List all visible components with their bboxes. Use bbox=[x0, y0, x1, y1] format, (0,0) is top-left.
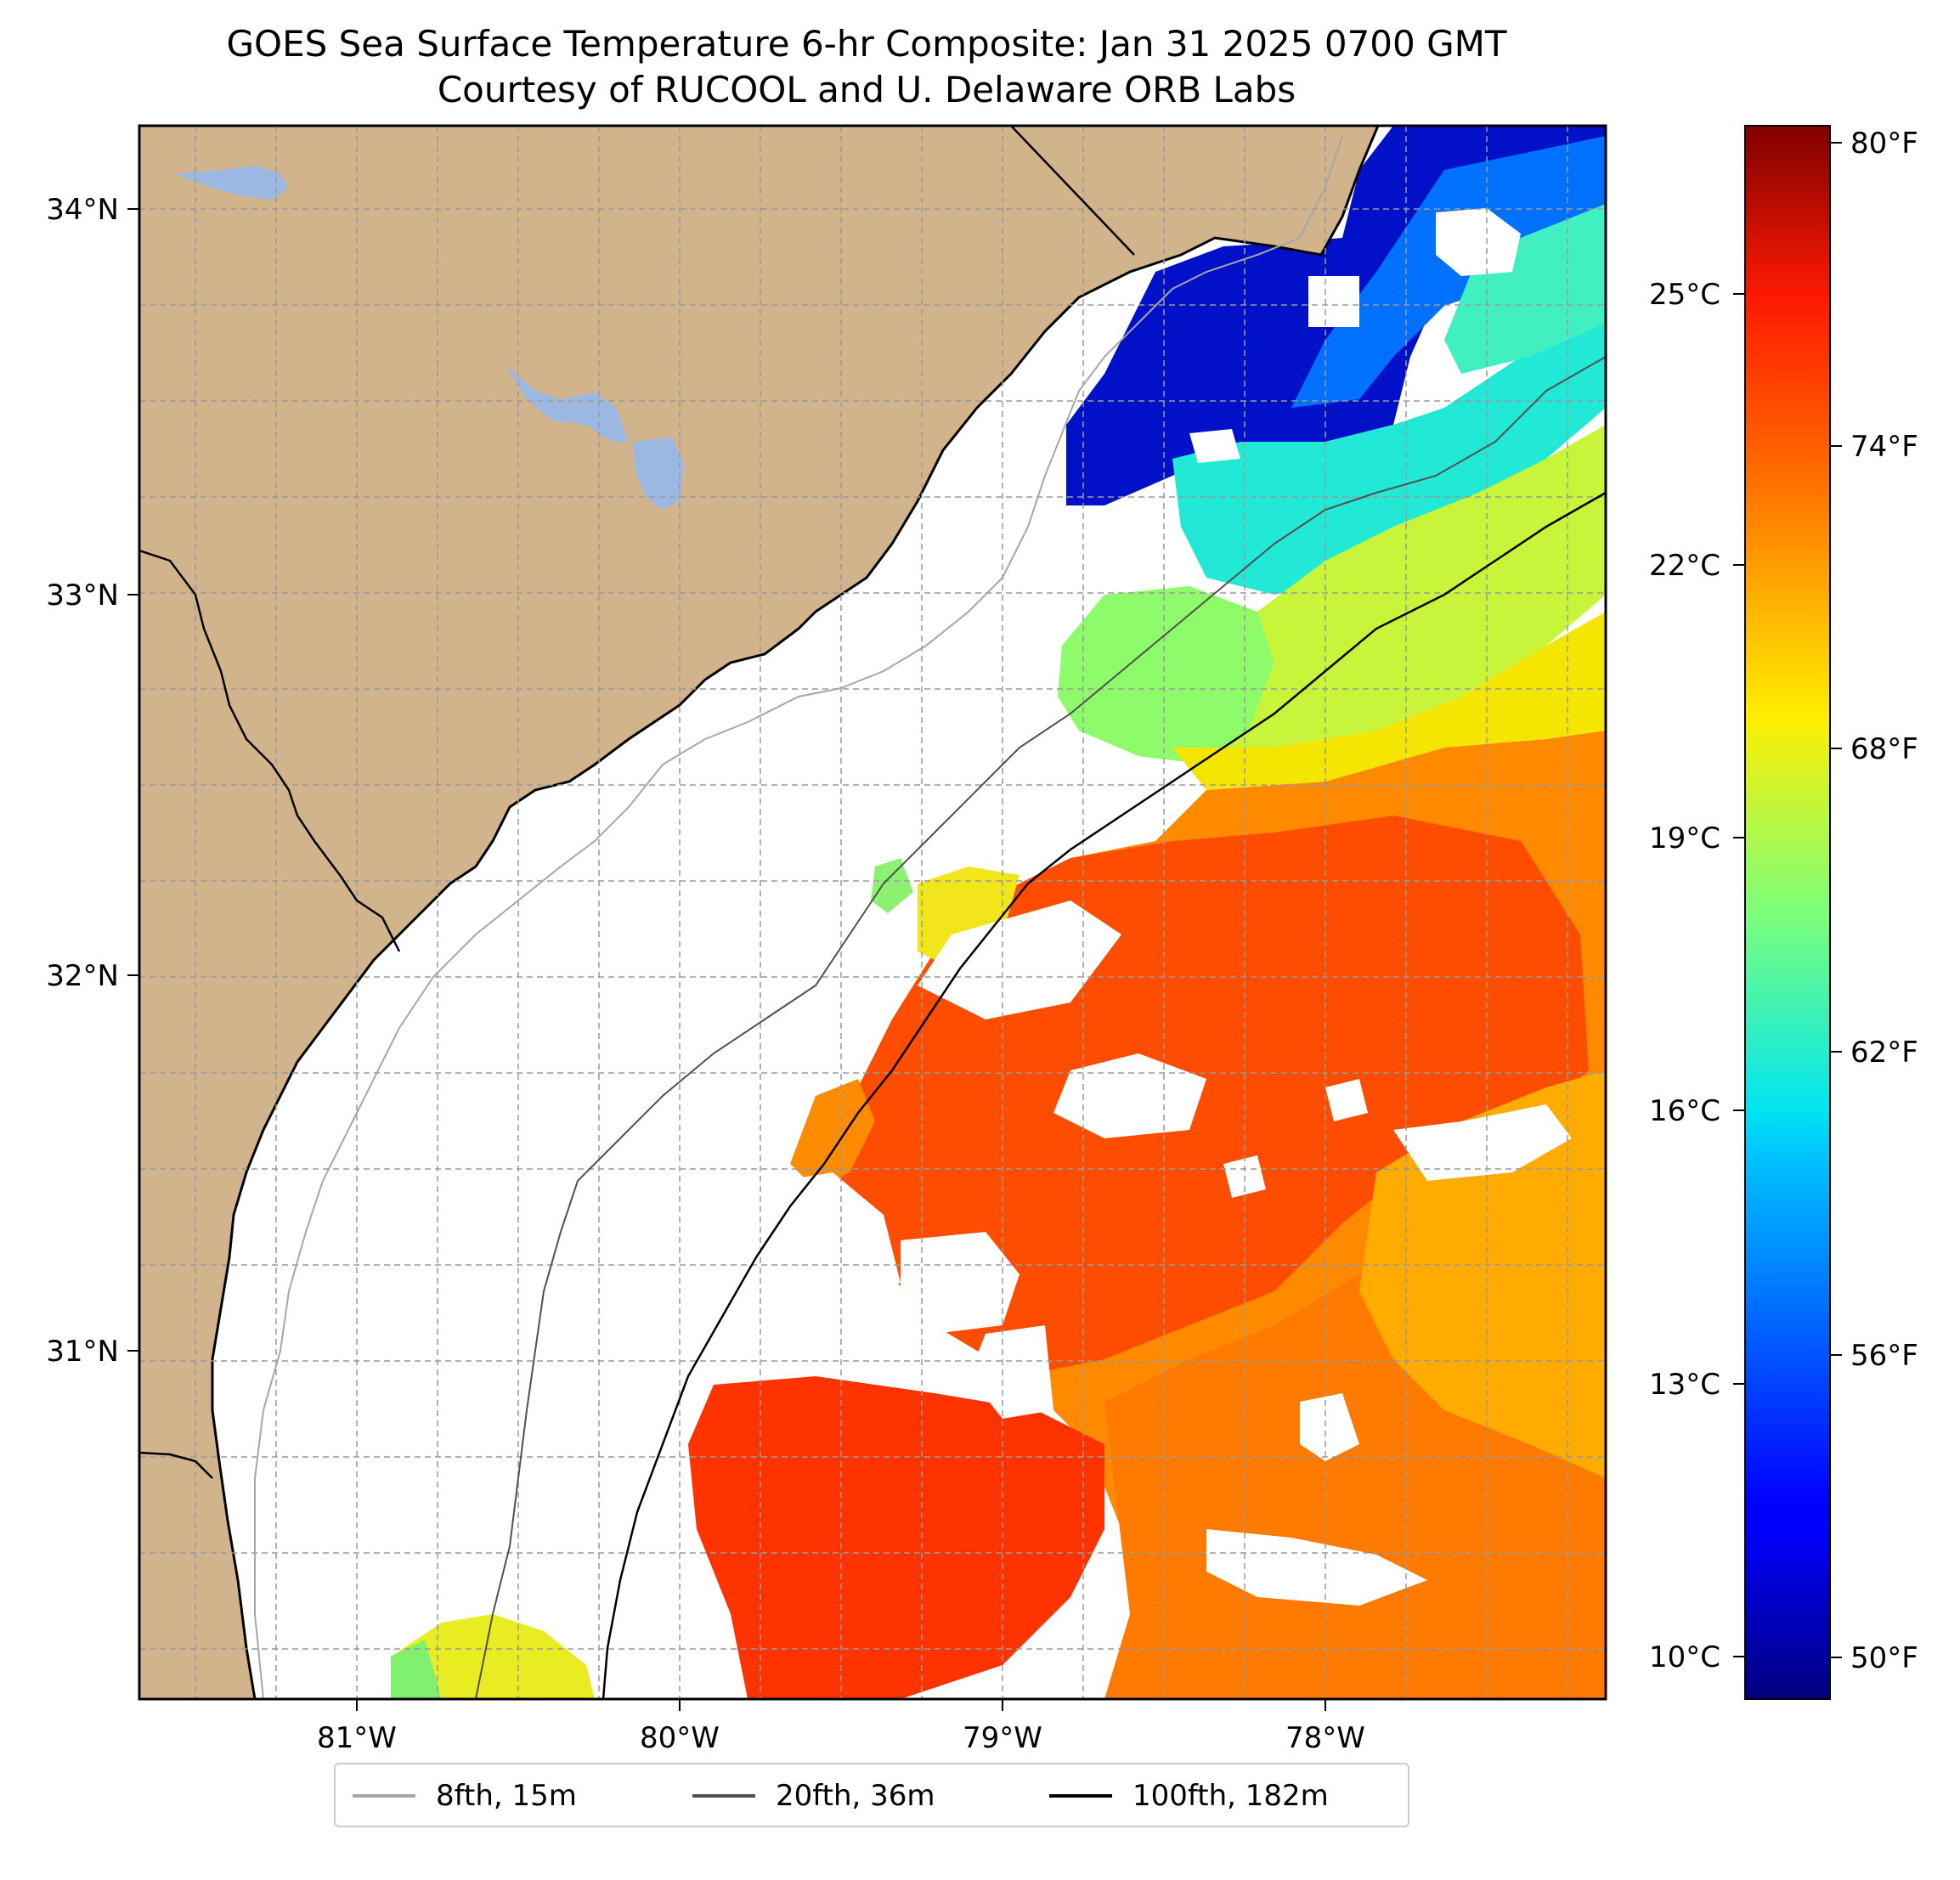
colorbar-c-19: 19°C bbox=[1649, 821, 1720, 855]
lake-marion bbox=[506, 365, 629, 442]
colorbar-c-16: 16°C bbox=[1649, 1094, 1720, 1128]
sst-patch-cyan-ne bbox=[1444, 204, 1606, 374]
sst-patch-blue bbox=[1291, 136, 1606, 408]
land bbox=[139, 126, 1380, 1699]
sst-patch-cyan bbox=[1172, 306, 1606, 595]
lon-label-79: 79°W bbox=[963, 1721, 1042, 1755]
lon-label-80: 80°W bbox=[640, 1721, 720, 1755]
legend-item-20fth: 20fth, 36m bbox=[692, 1776, 935, 1815]
colorbar-c-22: 22°C bbox=[1649, 549, 1720, 583]
legend-label-20fth: 20fth, 36m bbox=[776, 1779, 935, 1813]
lon-label-81: 81°W bbox=[317, 1721, 397, 1755]
lat-label-31: 31°N bbox=[46, 1335, 119, 1369]
no-data-holes bbox=[748, 208, 1572, 1606]
lat-ticks bbox=[127, 208, 139, 1352]
isobath-100fth bbox=[602, 491, 1606, 1699]
colorbar-f-50: 50°F bbox=[1850, 1641, 1918, 1675]
colorbar-c-13: 13°C bbox=[1649, 1368, 1720, 1402]
legend-item-100fth: 100fth, 182m bbox=[1049, 1776, 1329, 1815]
isobath-8fth bbox=[254, 135, 1343, 1699]
legend-swatch-8fth bbox=[353, 1794, 415, 1798]
sst-patch-sw bbox=[391, 1614, 595, 1699]
colorbar-c-10: 10°C bbox=[1649, 1640, 1720, 1674]
sst-patch-orange-west bbox=[790, 1079, 875, 1189]
colorbar-f-80: 80°F bbox=[1850, 127, 1918, 161]
sst-patch-sw-green bbox=[391, 1640, 442, 1699]
colorbar bbox=[1744, 125, 1831, 1700]
chart-subtitle: Courtesy of RUCOOL and U. Delaware ORB L… bbox=[437, 69, 1296, 110]
legend-swatch-100fth bbox=[1049, 1794, 1112, 1798]
sst-heatmap bbox=[391, 126, 1606, 1699]
colorbar-f-68: 68°F bbox=[1850, 732, 1918, 766]
lakes bbox=[174, 166, 684, 510]
legend-label-8fth: 8fth, 15m bbox=[436, 1779, 577, 1813]
colorbar-f-62: 62°F bbox=[1850, 1036, 1918, 1070]
river-border-south bbox=[139, 1451, 213, 1479]
colorbar-ticks bbox=[1733, 142, 1842, 1658]
state-border bbox=[1010, 126, 1135, 256]
sst-patch-green-mid bbox=[871, 858, 913, 913]
map-frame bbox=[138, 124, 1607, 1701]
legend: 8fth, 15m 20fth, 36m 100fth, 182m bbox=[334, 1763, 1409, 1827]
sst-patch-amber-east bbox=[1359, 1070, 1606, 1478]
lat-label-32: 32°N bbox=[46, 959, 119, 993]
legend-item-8fth: 8fth, 15m bbox=[353, 1776, 577, 1815]
sst-patch-yellow-mid bbox=[918, 867, 1020, 968]
lake-moultrie bbox=[633, 438, 684, 510]
legend-label-100fth: 100fth, 182m bbox=[1133, 1779, 1329, 1813]
legend-swatch-20fth bbox=[692, 1794, 755, 1798]
lon-label-78: 78°W bbox=[1285, 1721, 1365, 1755]
chart-title: GOES Sea Surface Temperature 6-hr Compos… bbox=[226, 23, 1507, 65]
graticule bbox=[139, 126, 1606, 1699]
colorbar-f-74: 74°F bbox=[1850, 430, 1918, 464]
lon-ticks bbox=[356, 1699, 1326, 1711]
colorbar-f-56: 56°F bbox=[1850, 1339, 1918, 1373]
lake-northwest bbox=[174, 166, 289, 200]
lat-label-34: 34°N bbox=[46, 193, 119, 227]
lat-label-33: 33°N bbox=[46, 579, 119, 613]
isobath-20fth bbox=[475, 356, 1606, 1699]
sst-patch-yellow bbox=[1172, 612, 1606, 790]
sst-patch-green bbox=[1058, 586, 1274, 765]
map-area bbox=[139, 126, 1606, 1699]
colorbar-c-25: 25°C bbox=[1649, 278, 1720, 312]
river-border bbox=[139, 549, 401, 952]
